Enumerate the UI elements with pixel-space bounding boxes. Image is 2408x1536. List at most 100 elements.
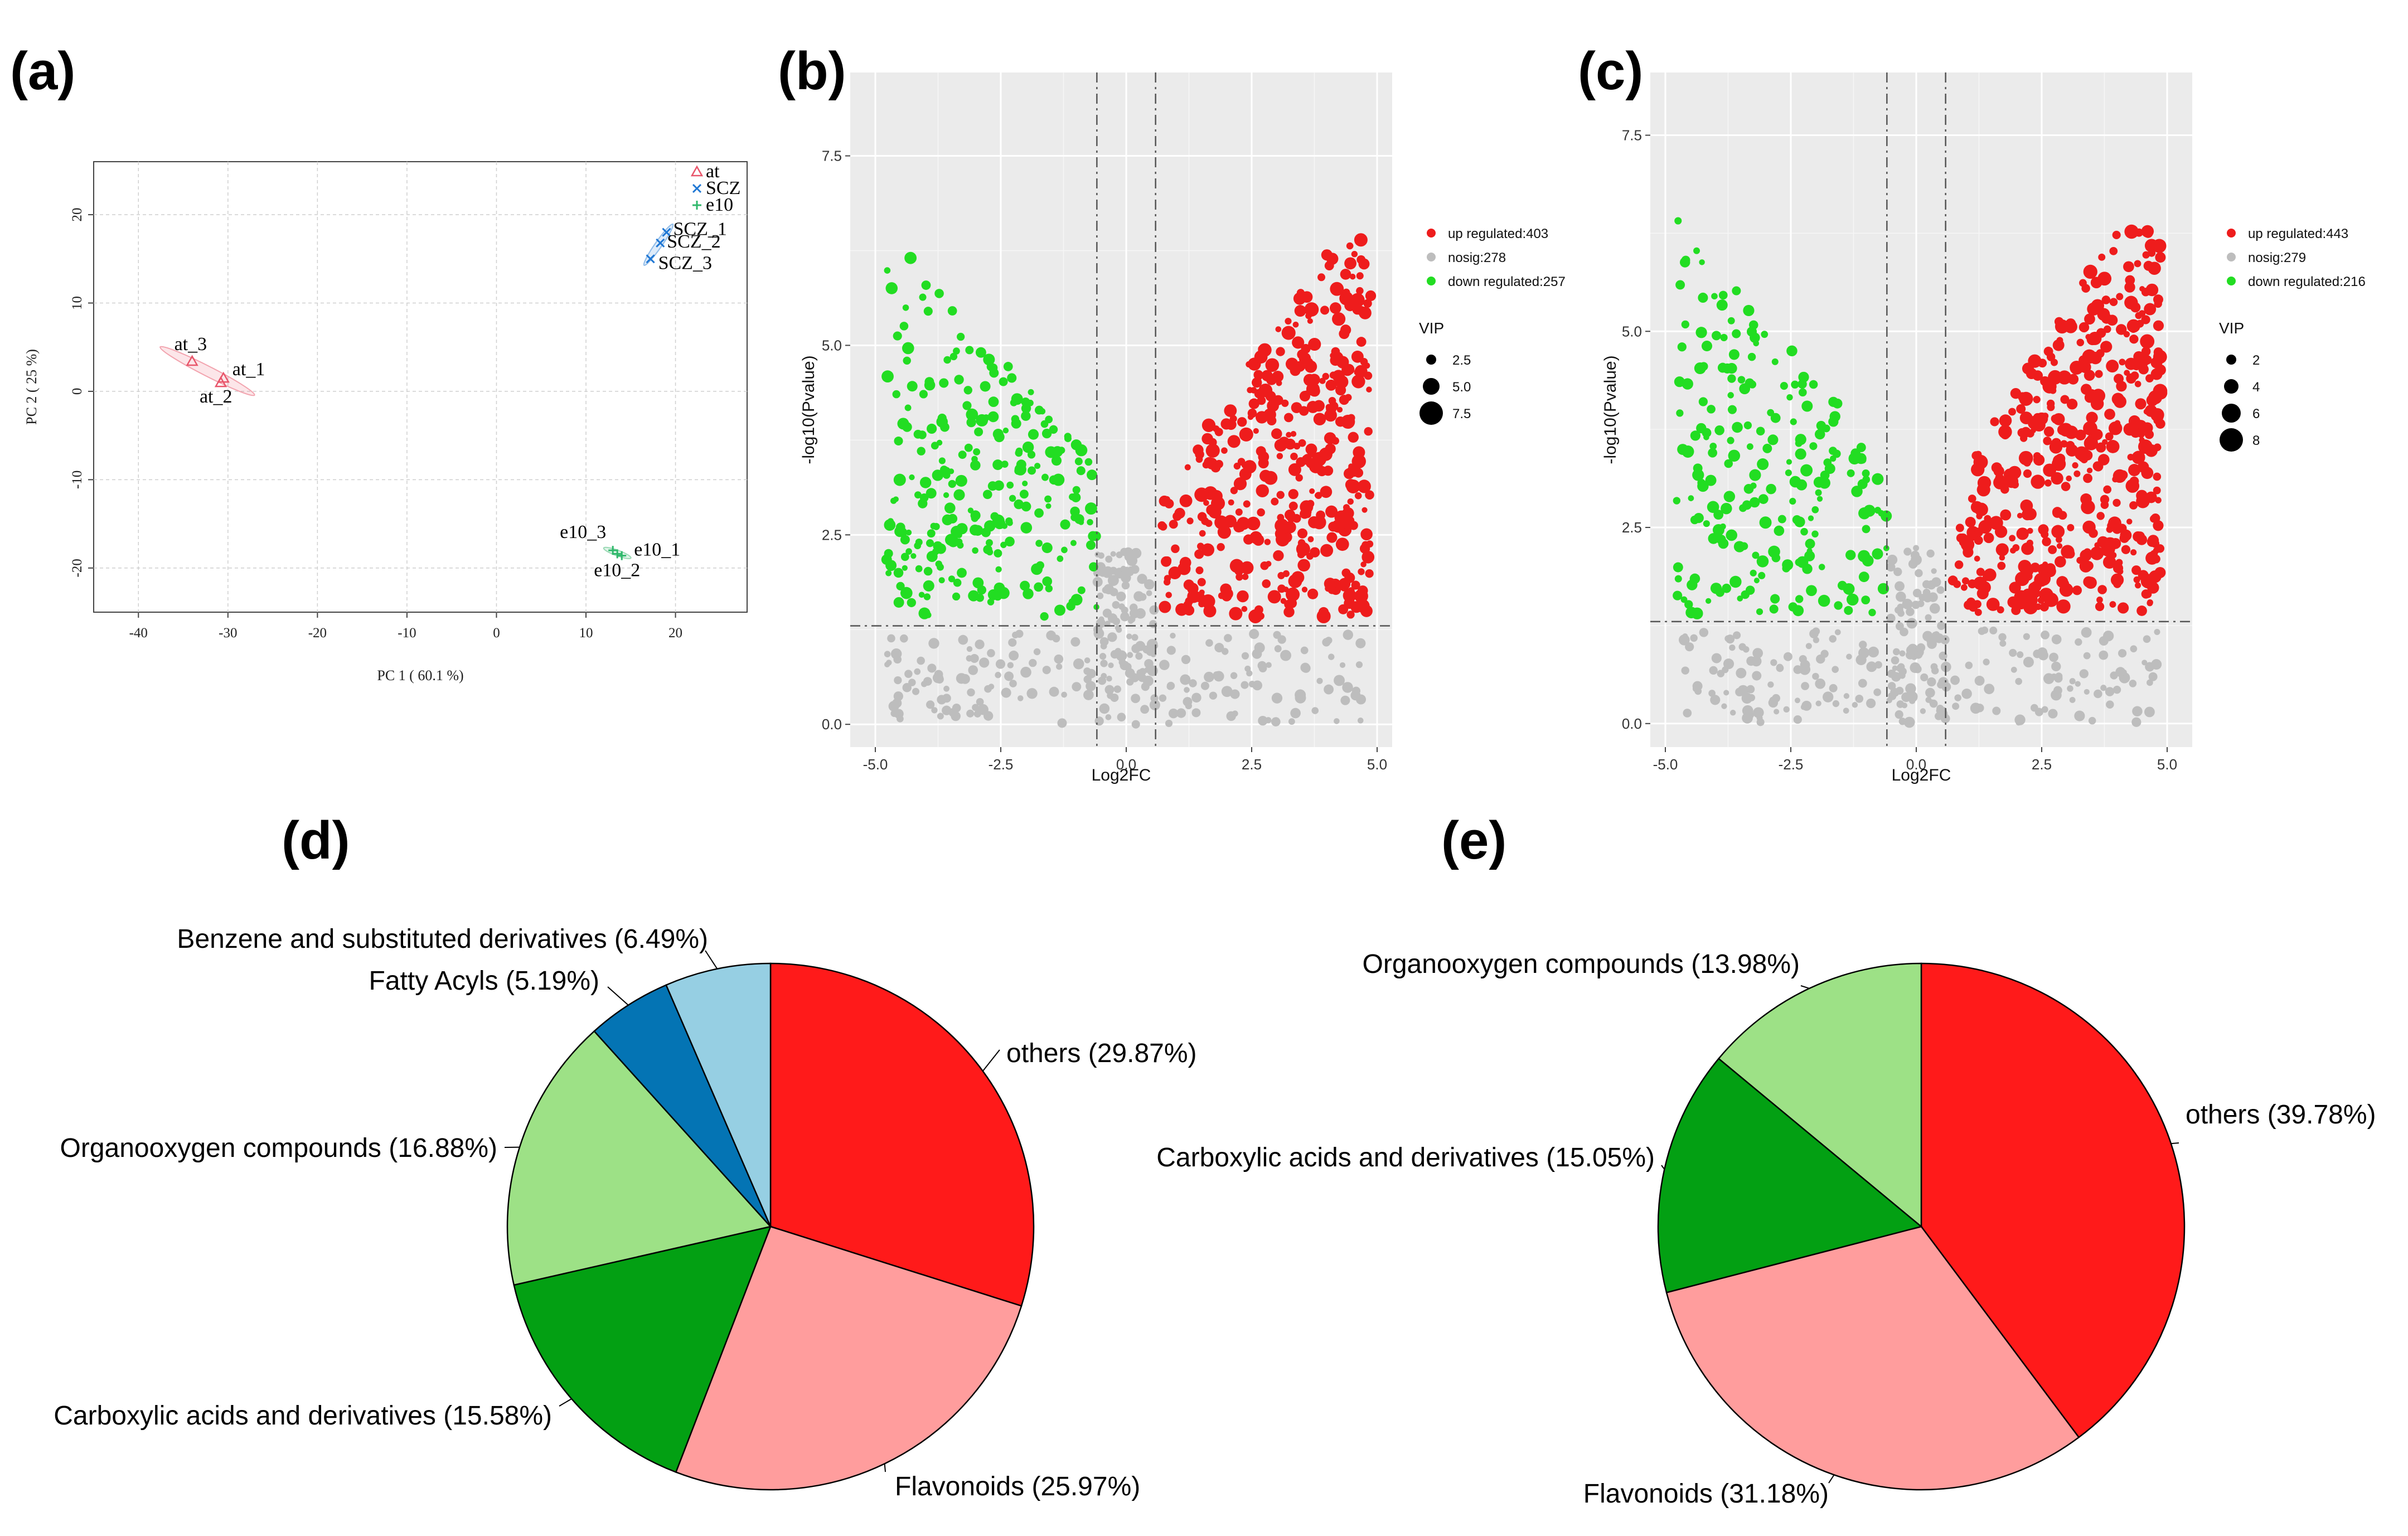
vc-point-nosig bbox=[2079, 669, 2089, 679]
vb-point-nosig bbox=[1107, 613, 1118, 623]
vc-point-down bbox=[1770, 594, 1780, 604]
vb-point-up bbox=[1288, 489, 1299, 500]
pie-d-leader-line bbox=[607, 986, 629, 1006]
vb-point-up bbox=[1239, 468, 1252, 481]
vc-point-up bbox=[2089, 352, 2102, 365]
vc-point-down bbox=[1696, 423, 1707, 434]
vb-point-nosig bbox=[1149, 605, 1159, 615]
vb-point-nosig bbox=[1280, 650, 1291, 661]
vc-point-up bbox=[2037, 564, 2048, 575]
vb-point-down bbox=[1041, 542, 1053, 554]
vc-point-up bbox=[2108, 421, 2123, 435]
vb-point-nosig bbox=[1146, 646, 1155, 656]
vb-point-nosig bbox=[1107, 575, 1119, 587]
vb-point-down bbox=[954, 375, 964, 385]
vb-point-up bbox=[1179, 556, 1191, 569]
vb-point-up bbox=[1335, 537, 1349, 551]
vb-point-nosig bbox=[1146, 590, 1152, 597]
vb-point-down bbox=[1025, 444, 1034, 452]
vc-point-nosig bbox=[2053, 686, 2062, 695]
vb-point-up bbox=[1258, 448, 1266, 456]
vc-point-nosig bbox=[1858, 679, 1867, 688]
vb-x-tick-label: 0.0 bbox=[1116, 756, 1136, 773]
vb-point-up bbox=[1199, 530, 1206, 537]
vc-point-down bbox=[1832, 449, 1841, 458]
vc-point-nosig bbox=[1858, 647, 1869, 658]
vc-point-up bbox=[1974, 608, 1982, 616]
vb-point-nosig bbox=[917, 656, 925, 665]
vb-point-up bbox=[1272, 370, 1284, 382]
vc-point-nosig bbox=[2051, 634, 2062, 645]
pie-e-slice-label: Flavonoids (31.18%) bbox=[1583, 1479, 1829, 1509]
vc-point-up bbox=[2110, 552, 2117, 559]
vc-point-up bbox=[1968, 495, 1976, 503]
vb-point-nosig bbox=[1104, 685, 1115, 695]
vb-point-up bbox=[1162, 556, 1172, 565]
vb-point-down bbox=[1070, 439, 1082, 450]
vc-point-nosig bbox=[1898, 718, 1906, 725]
vc-point-down bbox=[1727, 405, 1737, 414]
vc-point-up bbox=[2130, 371, 2139, 380]
vc-point-up bbox=[2136, 494, 2150, 508]
vb-point-nosig bbox=[1249, 629, 1259, 639]
pca-point-label: at_1 bbox=[232, 359, 265, 380]
vb-point-down bbox=[905, 548, 912, 555]
vb-point-nosig bbox=[979, 657, 990, 668]
vc-point-up bbox=[2033, 395, 2041, 404]
vc-point-down bbox=[1749, 497, 1760, 508]
vc-point-nosig bbox=[1935, 712, 1943, 720]
vc-point-down bbox=[1748, 380, 1757, 389]
vb-point-up bbox=[1343, 504, 1350, 511]
vb-point-nosig bbox=[1100, 643, 1107, 650]
vb-point-up bbox=[1329, 371, 1337, 379]
vc-point-down bbox=[1756, 427, 1765, 436]
vc-point-nosig bbox=[1834, 629, 1841, 636]
vb-point-nosig bbox=[1121, 572, 1131, 583]
vc-point-nosig bbox=[1903, 547, 1912, 556]
vc-point-up bbox=[2116, 381, 2127, 392]
vb-point-up bbox=[1210, 490, 1223, 502]
vb-point-down bbox=[902, 565, 908, 571]
vb-point-up bbox=[1279, 442, 1287, 449]
vb-point-down bbox=[923, 307, 933, 316]
vb-point-down bbox=[972, 547, 978, 554]
vb-point-up bbox=[1331, 437, 1339, 445]
vc-point-down bbox=[1705, 474, 1717, 486]
vb-point-down bbox=[918, 592, 925, 598]
vc-point-nosig bbox=[1908, 559, 1918, 569]
vb-point-down bbox=[1022, 481, 1028, 487]
pie-d-slice bbox=[506, 1030, 772, 1286]
vc-point-up bbox=[2131, 450, 2145, 464]
vc-point-up bbox=[2102, 555, 2116, 569]
vc-point-up bbox=[2143, 260, 2154, 271]
pie-d-slice bbox=[769, 962, 1035, 1307]
vb-point-up bbox=[1179, 494, 1193, 507]
vb-point-down bbox=[1052, 446, 1063, 457]
vb-point-nosig bbox=[1133, 591, 1144, 602]
vc-point-down bbox=[1682, 378, 1693, 390]
vb-point-up bbox=[1229, 607, 1243, 621]
vb-point-nosig bbox=[927, 663, 937, 673]
vc-point-up bbox=[2086, 411, 2098, 424]
vb-point-down bbox=[947, 306, 957, 316]
vc-point-down bbox=[1809, 442, 1818, 450]
vc-point-down bbox=[1711, 293, 1718, 300]
vc-point-nosig bbox=[1812, 672, 1819, 680]
vb-point-down bbox=[987, 411, 999, 423]
vb-point-up bbox=[1184, 464, 1191, 471]
vb-point-nosig bbox=[1110, 551, 1116, 557]
vc-point-up bbox=[2154, 566, 2166, 578]
vb-point-down bbox=[893, 568, 904, 578]
vc-point-down bbox=[1732, 286, 1741, 295]
vb-point-down bbox=[932, 547, 939, 555]
vc-point-up bbox=[2096, 442, 2106, 453]
vb-point-down bbox=[999, 377, 1008, 386]
vc-point-up bbox=[1994, 464, 2002, 472]
vb-point-down bbox=[1006, 481, 1014, 489]
vb-point-nosig bbox=[996, 660, 1002, 666]
vb-point-nosig bbox=[1113, 685, 1122, 693]
pie-d-slice bbox=[593, 984, 772, 1227]
panel-label-d: (d) bbox=[282, 811, 350, 870]
vc-point-nosig bbox=[1736, 667, 1747, 679]
vc-point-nosig bbox=[2015, 677, 2022, 685]
